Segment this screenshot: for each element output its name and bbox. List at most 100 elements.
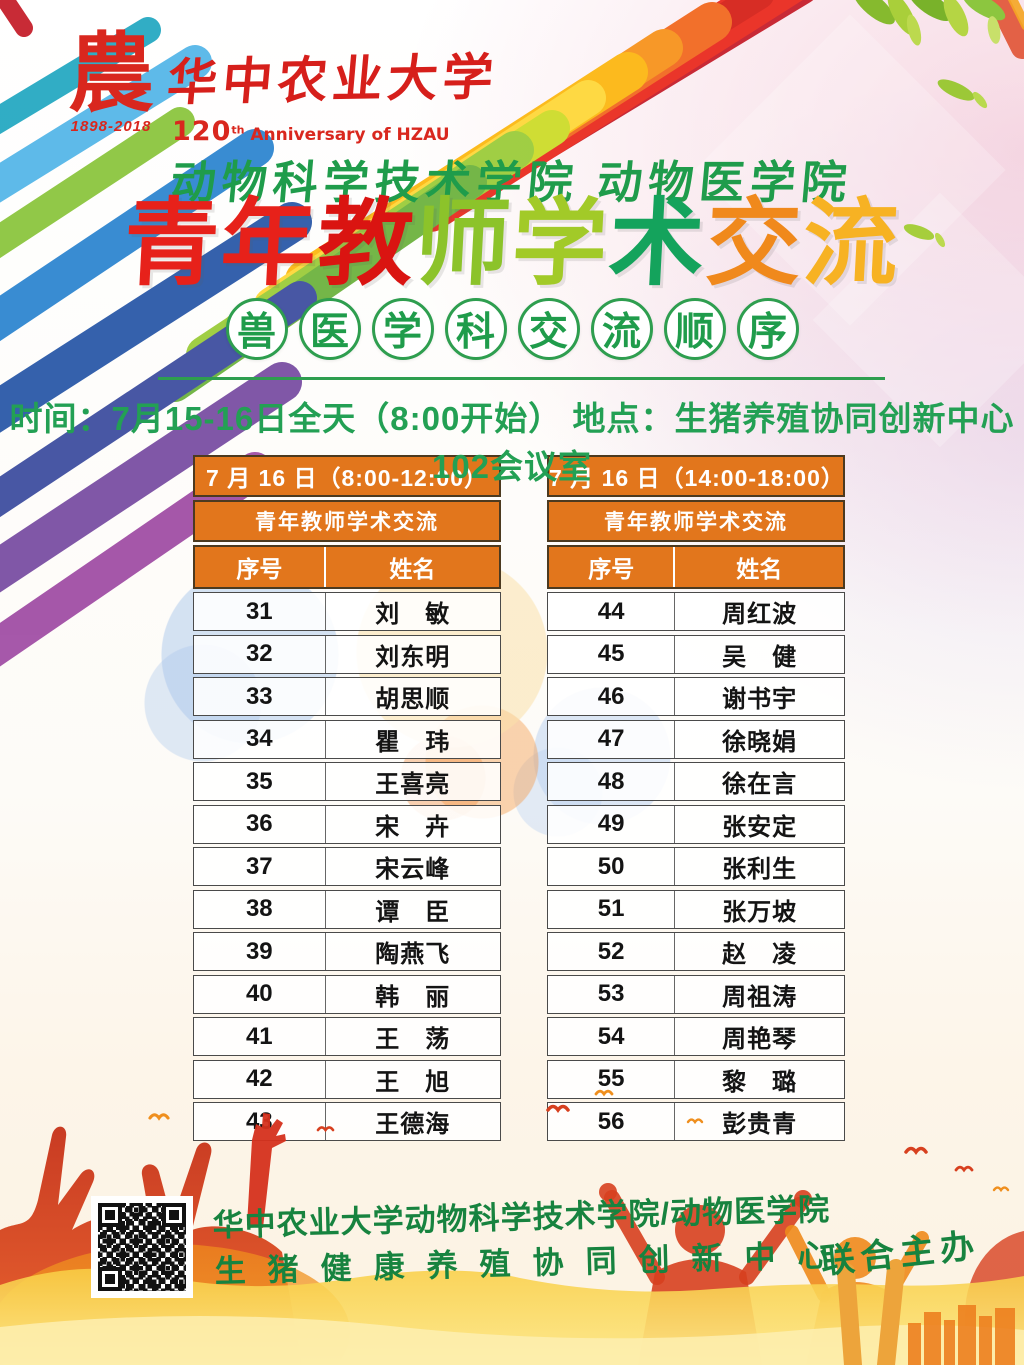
column-header-name: 姓名 <box>736 556 783 582</box>
row-number-cell: 53 <box>548 975 676 1013</box>
main-title-char: 师 <box>412 191 515 297</box>
row-name-cell: 陶燕飞 <box>375 941 451 968</box>
table-row: 45 吴 健 <box>547 634 845 674</box>
subtitle-char-circle: 学 <box>371 298 434 360</box>
row-number-cell: 34 <box>194 720 326 758</box>
column-header-name: 姓名 <box>389 556 436 582</box>
row-name-cell: 张利生 <box>722 856 798 883</box>
main-title-char: 年 <box>218 191 321 297</box>
row-number-cell: 44 <box>548 593 676 630</box>
row-name-cell: 徐在言 <box>722 771 798 798</box>
row-name-cell: 宋 卉 <box>375 813 451 841</box>
university-name: 华中农业大学 <box>164 49 501 111</box>
qr-finder-pattern <box>98 1203 122 1227</box>
column-header-row: 序号 姓名 <box>547 545 845 589</box>
row-name-cell: 彭贵青 <box>722 1111 798 1138</box>
table-row: 34 瞿 玮 <box>193 719 501 759</box>
table-row: 50 张利生 <box>547 847 845 886</box>
table-row: 43 王德海 <box>193 1102 501 1141</box>
row-name-cell: 胡思顺 <box>375 686 451 713</box>
row-number-cell: 42 <box>194 1060 326 1098</box>
row-number-cell: 33 <box>194 678 326 715</box>
row-number-cell: 36 <box>194 805 326 843</box>
row-name-cell: 赵 凌 <box>722 941 798 968</box>
main-title: 青年教师学术交流 <box>0 191 1024 297</box>
subtitle-char-circle: 序 <box>736 298 799 360</box>
row-number-cell: 54 <box>548 1018 676 1055</box>
main-title-char: 流 <box>800 191 903 297</box>
row-name-cell: 瞿 玮 <box>375 728 451 756</box>
table-row: 56 彭贵青 <box>547 1102 845 1141</box>
table-row: 51 张万坡 <box>547 889 845 929</box>
table-row: 44 周红波 <box>547 592 845 631</box>
table-row: 40 韩 丽 <box>193 974 501 1014</box>
column-header-number: 序号 <box>195 547 326 587</box>
row-number-cell: 39 <box>194 933 326 970</box>
row-number-cell: 47 <box>548 720 676 758</box>
subtitle-char-circle: 交 <box>517 298 580 360</box>
row-number-cell: 31 <box>194 593 326 630</box>
row-name-cell: 宋云峰 <box>375 856 451 883</box>
row-name-cell: 吴 健 <box>722 643 798 671</box>
row-number-cell: 41 <box>194 1018 326 1055</box>
table-row: 52 赵 凌 <box>547 932 845 971</box>
event-header: 青年教师学术交流 <box>547 500 845 542</box>
table-row: 39 陶燕飞 <box>193 932 501 971</box>
table-row: 47 徐晓娟 <box>547 719 845 759</box>
main-title-char: 青 <box>121 191 224 297</box>
table-row: 36 宋 卉 <box>193 804 501 844</box>
table-row: 38 谭 臣 <box>193 889 501 929</box>
row-name-cell: 谭 臣 <box>375 898 451 926</box>
row-name-cell: 王 荡 <box>375 1026 451 1053</box>
session-header: 7 月 16 日（14:00-18:00） <box>547 455 845 497</box>
subtitle-char-circle: 兽 <box>225 298 288 360</box>
column-header-number: 序号 <box>549 547 676 587</box>
subtitle-char-circle: 流 <box>590 298 653 360</box>
schedule-table-morning: 7 月 16 日（8:00-12:00） 青年教师学术交流 序号 姓名 31 刘 … <box>193 455 501 1145</box>
row-name-cell: 黎 璐 <box>722 1068 798 1096</box>
university-logo: 農 1898-2018 华中农业大学 120th Anniversary of … <box>68 26 500 147</box>
table-row: 41 王 荡 <box>193 1017 501 1056</box>
row-number-cell: 32 <box>194 635 326 673</box>
anniversary-years: 1898-2018 <box>70 117 152 135</box>
row-number-cell: 35 <box>194 763 326 800</box>
table-row: 54 周艳琴 <box>547 1017 845 1056</box>
row-name-cell: 谢书宇 <box>722 686 798 713</box>
row-name-cell: 徐晓娟 <box>722 728 798 756</box>
row-name-cell: 周艳琴 <box>722 1026 798 1053</box>
row-number-cell: 37 <box>194 848 326 885</box>
row-number-cell: 49 <box>548 805 676 843</box>
table-row: 35 王喜亮 <box>193 762 501 801</box>
row-number-cell: 45 <box>548 635 676 673</box>
table-row: 42 王 旭 <box>193 1059 501 1099</box>
row-number-cell: 55 <box>548 1060 676 1098</box>
row-number-cell: 56 <box>548 1103 676 1140</box>
anniversary-caption: 120th Anniversary of HZAU <box>172 116 498 147</box>
main-title-char: 学 <box>509 191 612 297</box>
row-name-cell: 周红波 <box>722 601 798 628</box>
green-divider-line <box>158 377 885 380</box>
row-number-cell: 43 <box>194 1103 326 1140</box>
table-row: 31 刘 敏 <box>193 592 501 631</box>
table-row: 37 宋云峰 <box>193 847 501 886</box>
schedule-table-afternoon: 7 月 16 日（14:00-18:00） 青年教师学术交流 序号 姓名 44 周… <box>547 455 845 1145</box>
subtitle: 兽医学科交流顺序 <box>0 298 1024 360</box>
row-name-cell: 王 旭 <box>375 1068 451 1096</box>
row-name-cell: 张安定 <box>722 813 798 841</box>
subtitle-char-circle: 医 <box>298 298 361 360</box>
qr-finder-pattern <box>162 1203 186 1227</box>
row-name-cell: 周祖涛 <box>722 983 798 1011</box>
subtitle-char-circle: 科 <box>444 298 507 360</box>
row-number-cell: 51 <box>548 890 676 928</box>
qr-finder-pattern <box>98 1267 122 1291</box>
anniversary-text: Anniversary of HZAU <box>250 125 450 145</box>
university-emblem: 農 <box>68 26 154 122</box>
row-name-cell: 王喜亮 <box>375 771 451 798</box>
row-number-cell: 40 <box>194 975 326 1013</box>
anniversary-suffix: th <box>231 123 245 137</box>
main-title-char: 交 <box>703 191 806 297</box>
anniversary-number: 120 <box>172 116 232 147</box>
footer-cohost-label: 联合主办 <box>818 1226 982 1282</box>
row-name-cell: 韩 丽 <box>375 983 451 1011</box>
